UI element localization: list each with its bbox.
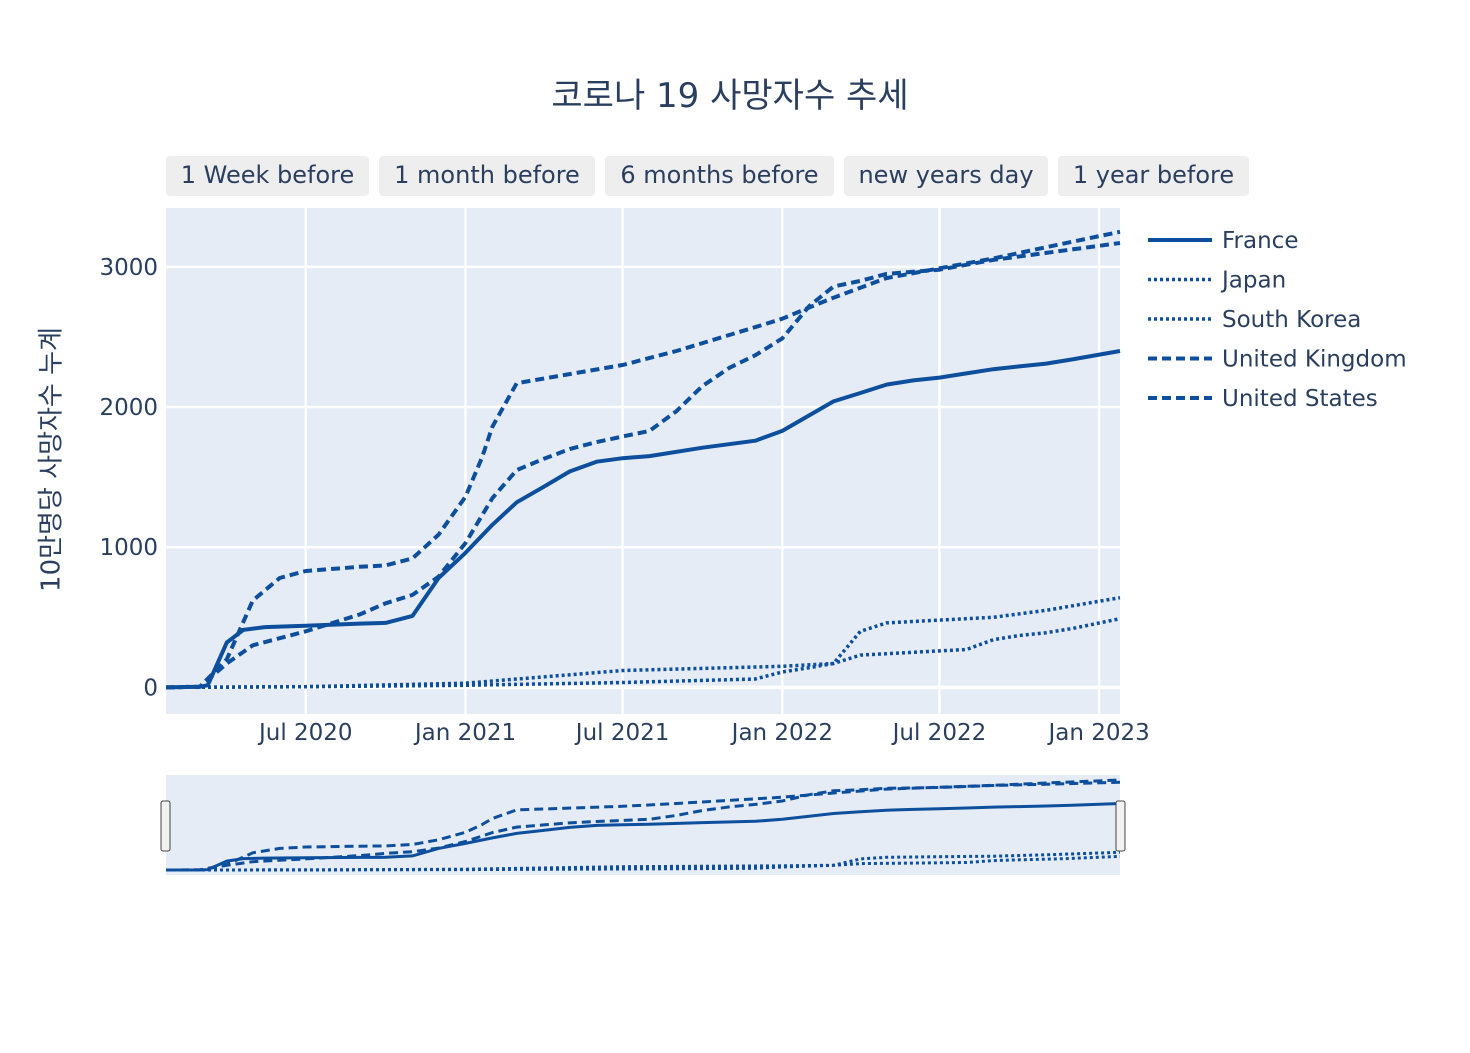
y-tick-labels: 0 1000 2000 3000 — [99, 255, 158, 701]
y-tick-label: 0 — [143, 675, 158, 701]
series-line-france[interactable] — [165, 349, 1121, 690]
range-slider-line — [165, 802, 1121, 872]
legend-item[interactable]: Japan — [1148, 268, 1286, 294]
range-button-6-months[interactable]: 6 months before — [605, 156, 834, 196]
range-slider-line — [165, 780, 1121, 872]
x-tick-label: Jul 2021 — [574, 720, 670, 746]
legend-label: United States — [1222, 386, 1378, 412]
x-gridlines — [304, 208, 1101, 714]
plot-area[interactable] — [166, 208, 1120, 714]
x-tick-label: Jan 2023 — [1047, 720, 1150, 746]
chart-title: 코로나 19 사망자수 추세 — [551, 76, 909, 116]
legend-item[interactable]: France — [1148, 228, 1298, 254]
series-lines — [165, 229, 1121, 690]
legend-label: Japan — [1220, 268, 1286, 294]
x-tick-labels: Jul 2020 Jan 2021 Jul 2021 Jan 2022 Jul 2022… — [257, 720, 1150, 746]
series-line-south-korea[interactable] — [165, 595, 1121, 690]
x-tick-label: Jul 2020 — [257, 720, 353, 746]
series-line-united-kingdom[interactable] — [165, 229, 1121, 690]
x-tick-label: Jul 2022 — [891, 720, 987, 746]
y-tick-label: 1000 — [99, 535, 158, 561]
range-button-new-years-day[interactable]: new years day — [844, 156, 1048, 196]
range-slider-line — [165, 778, 1121, 872]
range-slider-left-handle[interactable] — [160, 800, 171, 852]
x-tick-label: Jan 2021 — [413, 720, 516, 746]
series-line-united-states[interactable] — [165, 241, 1121, 690]
legend-label: France — [1222, 228, 1298, 254]
range-button-1-month[interactable]: 1 month before — [379, 156, 595, 196]
range-button-1-week[interactable]: 1 Week before — [166, 156, 369, 196]
legend-item[interactable]: United States — [1148, 386, 1378, 412]
series-line-japan[interactable] — [165, 616, 1121, 690]
legend-label: United Kingdom — [1222, 347, 1407, 373]
x-tick-label: Jan 2022 — [730, 720, 833, 746]
legend-item[interactable]: South Korea — [1148, 307, 1361, 333]
legend-item[interactable]: United Kingdom — [1148, 347, 1407, 373]
y-tick-label: 2000 — [99, 395, 158, 421]
range-slider-line — [165, 850, 1121, 872]
legend[interactable]: France Japan South Korea United Kingdom Unit… — [1148, 228, 1407, 412]
y-tick-label: 3000 — [99, 255, 158, 281]
legend-label: South Korea — [1222, 307, 1361, 333]
range-slider-right-handle[interactable] — [1115, 800, 1126, 852]
range-button-1-year[interactable]: 1 year before — [1058, 156, 1249, 196]
range-slider-lines — [165, 778, 1121, 872]
